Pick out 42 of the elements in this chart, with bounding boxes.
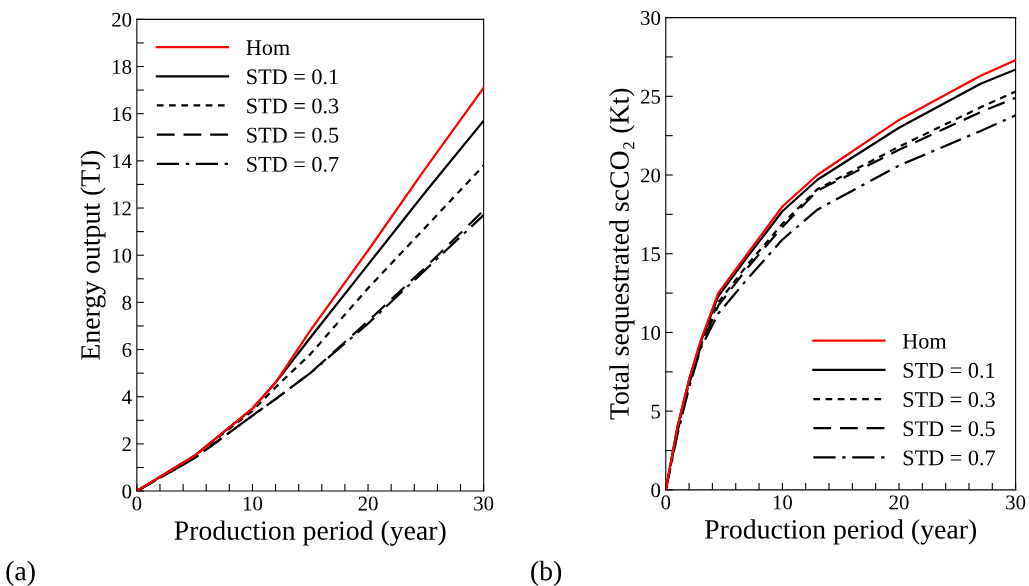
x-axis-title: Production period (year) bbox=[704, 519, 976, 545]
y-tick-label: 0 bbox=[122, 484, 132, 499]
y-tick-label: 30 bbox=[641, 10, 661, 26]
legend-label: STD = 0.1 bbox=[247, 69, 338, 85]
y-tick-label: 12 bbox=[113, 201, 131, 216]
y-tick-label: 20 bbox=[112, 12, 132, 27]
legend-label: STD = 0.5 bbox=[247, 127, 339, 143]
legend-label: Hom bbox=[902, 333, 947, 349]
y-tick-label: 0 bbox=[651, 483, 661, 498]
y-tick-label: 6 bbox=[122, 342, 132, 357]
legend-label: STD = 0.3 bbox=[247, 98, 339, 114]
y-tick-label: 4 bbox=[121, 390, 132, 404]
legend-label: STD = 0.3 bbox=[903, 392, 995, 408]
y-tick-label: 18 bbox=[113, 59, 132, 74]
y-axis-title: Energy output (TJ) bbox=[80, 150, 106, 360]
x-tick-label: 0 bbox=[661, 495, 671, 510]
y-axis-title: Total sequestrated scCO₂ (Kt) bbox=[609, 88, 635, 420]
legend-label: Hom bbox=[246, 40, 290, 56]
legend-label: STD = 0.7 bbox=[247, 156, 339, 172]
x-tick-label: 10 bbox=[773, 495, 793, 510]
x-tick-label: 20 bbox=[889, 495, 909, 510]
y-tick-label: 5 bbox=[651, 404, 661, 419]
y-tick-label: 10 bbox=[113, 248, 132, 263]
y-tick-label: 14 bbox=[113, 154, 132, 169]
y-tick-label: 15 bbox=[641, 247, 661, 262]
y-tick-label: 16 bbox=[113, 107, 132, 122]
text: (b) bbox=[531, 560, 562, 586]
x-axis-title: Production period (year) bbox=[174, 520, 446, 546]
legend-label: STD = 0.1 bbox=[903, 362, 995, 378]
y-tick-label: 25 bbox=[640, 89, 661, 104]
legend-label: STD = 0.5 bbox=[903, 421, 995, 437]
x-tick-label: 30 bbox=[1006, 495, 1026, 510]
y-tick-label: 2 bbox=[122, 437, 131, 452]
legend-label: STD = 0.7 bbox=[903, 450, 995, 466]
x-tick-label: 10 bbox=[243, 496, 263, 511]
y-tick-label: 8 bbox=[122, 295, 132, 310]
x-tick-label: 20 bbox=[358, 496, 378, 511]
x-tick-label: 0 bbox=[132, 496, 142, 511]
y-tick-label: 10 bbox=[641, 325, 661, 340]
text: (a) bbox=[6, 560, 35, 586]
y-tick-label: 20 bbox=[640, 168, 661, 183]
x-tick-label: 30 bbox=[474, 496, 494, 511]
